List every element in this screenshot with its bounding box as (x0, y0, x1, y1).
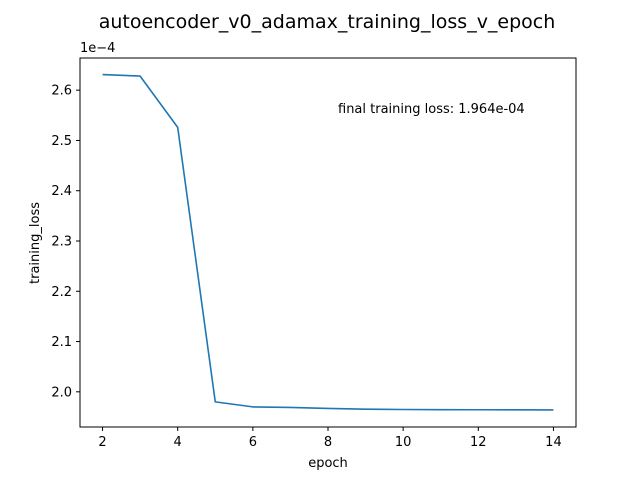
y-offset-label: 1e−4 (80, 41, 115, 56)
plot-area: 2 4 6 8 10 12 14 2.0 2.1 2.2 2.3 2.4 2.5 2.6 (51, 57, 577, 450)
y-tick-label: 2.0 (51, 385, 72, 400)
y-tick-label: 2.2 (51, 285, 72, 300)
x-tick-label: 2 (98, 435, 106, 450)
x-axis-label: epoch (308, 456, 348, 471)
y-tick-label: 2.1 (51, 335, 72, 350)
x-tick-label: 8 (324, 435, 332, 450)
x-tick-label: 12 (470, 435, 487, 450)
x-tick-label: 6 (249, 435, 257, 450)
x-tick-label: 4 (174, 435, 182, 450)
y-tick-label: 2.3 (51, 234, 72, 249)
x-tick-label: 10 (395, 435, 412, 450)
chart-title: autoencoder_v0_adamax_training_loss_v_ep… (99, 11, 556, 33)
x-tick-label: 14 (545, 435, 562, 450)
final-loss-annotation: final training loss: 1.964e-04 (338, 102, 525, 117)
y-axis-label: training_loss (28, 202, 43, 284)
y-tick-label: 2.4 (51, 184, 72, 199)
y-tick-label: 2.6 (51, 84, 72, 99)
y-tick-label: 2.5 (51, 134, 72, 149)
